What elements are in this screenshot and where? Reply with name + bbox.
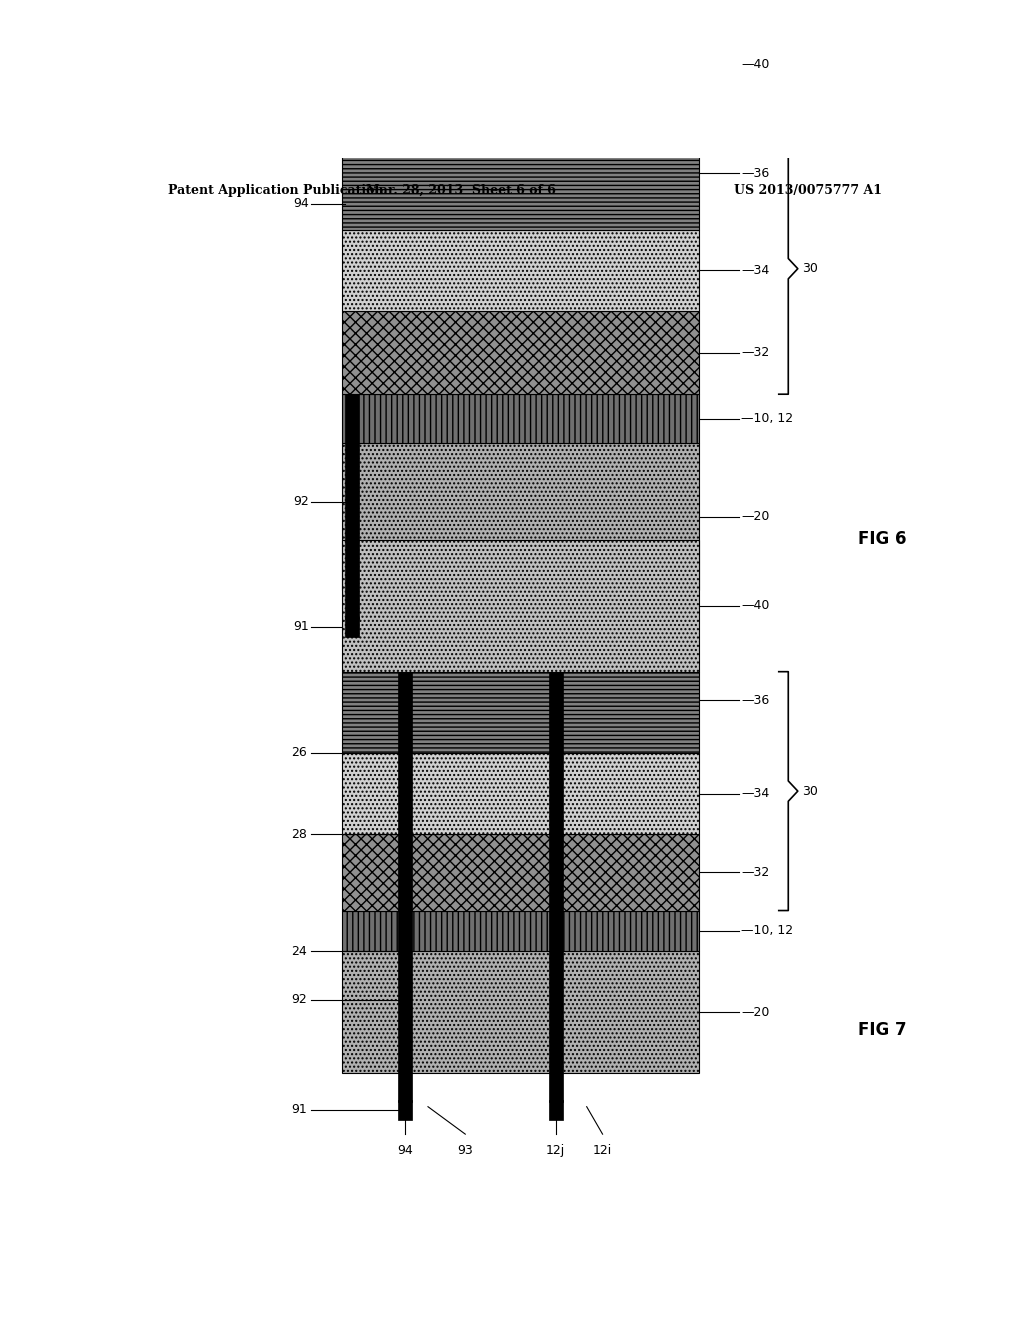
Text: US 2013/0075777 A1: US 2013/0075777 A1 [734, 183, 882, 197]
Text: FIG 6: FIG 6 [858, 529, 906, 548]
Bar [342, 312, 699, 395]
Bar [342, 911, 699, 952]
Bar [345, 616, 359, 638]
Text: —40: —40 [741, 599, 770, 612]
Bar [342, 143, 699, 230]
Bar [549, 1100, 563, 1119]
Text: 93: 93 [458, 1144, 473, 1158]
Text: —40: —40 [741, 58, 770, 71]
Text: —20: —20 [741, 511, 770, 523]
Text: 94: 94 [293, 197, 309, 210]
Bar [342, 444, 699, 590]
Bar [342, 0, 699, 143]
Text: Mar. 28, 2013  Sheet 6 of 6: Mar. 28, 2013 Sheet 6 of 6 [367, 183, 556, 197]
Text: 92: 92 [293, 495, 309, 508]
Bar [397, 1100, 412, 1119]
Text: —34: —34 [741, 787, 770, 800]
Bar [342, 952, 699, 1073]
Text: —32: —32 [741, 346, 770, 359]
Bar [342, 752, 699, 834]
Text: —34: —34 [741, 264, 770, 277]
Text: 91: 91 [291, 1104, 306, 1117]
Bar [549, 672, 563, 1102]
Text: 91: 91 [293, 620, 309, 634]
Text: 30: 30 [802, 784, 817, 797]
Bar [342, 540, 699, 672]
Bar [342, 834, 699, 911]
Bar [345, 0, 359, 8]
Text: —36: —36 [741, 693, 770, 706]
Bar [342, 230, 699, 312]
Text: 28: 28 [291, 828, 306, 841]
Text: 30: 30 [802, 263, 817, 275]
Bar [342, 672, 699, 752]
Text: 94: 94 [397, 1144, 413, 1158]
Text: —20: —20 [741, 1006, 770, 1019]
Bar [397, 672, 412, 1102]
Text: 12j: 12j [546, 1144, 565, 1158]
Text: FIG 7: FIG 7 [858, 1022, 906, 1039]
Text: Patent Application Publication: Patent Application Publication [168, 183, 383, 197]
Text: 26: 26 [291, 747, 306, 759]
Text: —32: —32 [741, 866, 770, 879]
Text: —10, 12: —10, 12 [741, 412, 794, 425]
Text: —10, 12: —10, 12 [741, 924, 794, 937]
Text: —36: —36 [741, 166, 770, 180]
Bar [342, 395, 699, 444]
Text: 12i: 12i [593, 1144, 612, 1158]
Text: 92: 92 [291, 994, 306, 1006]
Bar [345, 395, 359, 619]
Text: 24: 24 [291, 945, 306, 958]
